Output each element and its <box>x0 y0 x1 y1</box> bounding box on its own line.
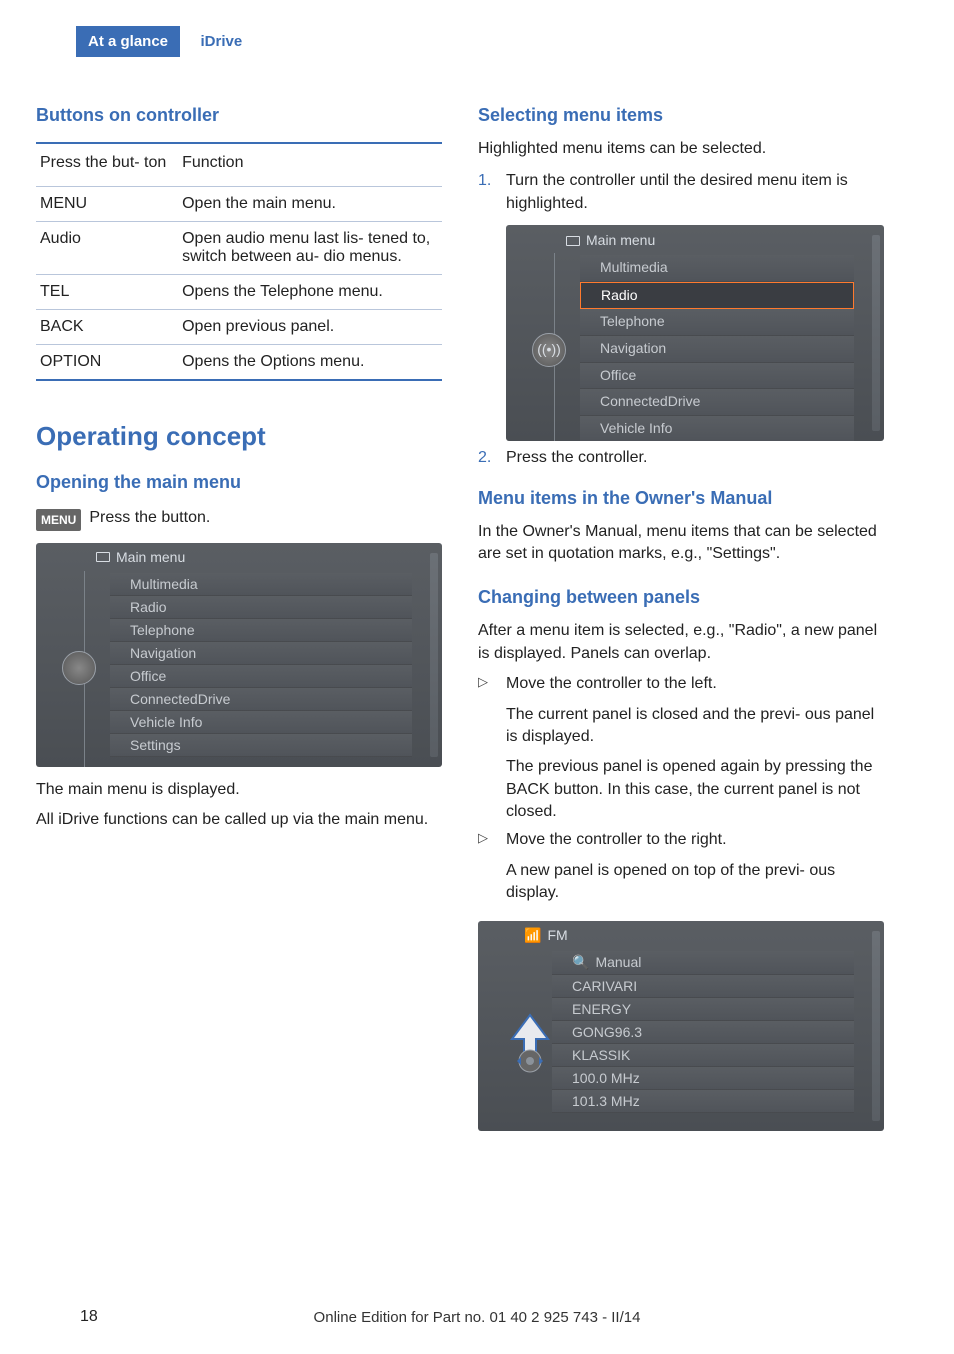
page-number: 18 <box>80 1308 98 1326</box>
step-1-text: Turn the controller until the desired me… <box>506 172 848 211</box>
table-cell: OPTION <box>36 345 178 381</box>
idrive-menu-item: Navigation <box>110 642 412 665</box>
table-cell: Open the main menu. <box>178 187 442 222</box>
table-row: MENUOpen the main menu. <box>36 187 442 222</box>
idrive-menu-item: Multimedia <box>110 573 412 596</box>
idrive-title: Main menu <box>96 549 185 565</box>
idrive-fm-item: 101.3 MHz <box>552 1090 854 1113</box>
idrive-menu-item: Telephone <box>110 619 412 642</box>
selecting-menu-items-heading: Selecting menu items <box>478 105 884 126</box>
idrive-title-text: Main menu <box>116 549 185 565</box>
idrive-fm-item: KLASSIK <box>552 1044 854 1067</box>
footer: 18 Online Edition for Part no. 01 40 2 9… <box>0 1308 954 1326</box>
bullet-move-left-sub1: The current panel is closed and the prev… <box>506 704 884 749</box>
idrive-menu-item: Vehicle Info <box>110 711 412 734</box>
selecting-intro-text: Highlighted menu items can be selected. <box>478 138 884 160</box>
table-cell: Opens the Options menu. <box>178 345 442 381</box>
list-icon <box>96 552 110 562</box>
idrive-fm-item-text: Manual <box>595 954 641 970</box>
header-secondary-tag: iDrive <box>184 33 242 50</box>
step-2: Press the controller. <box>478 447 884 469</box>
controller-arrow-icon <box>500 1013 560 1078</box>
opening-main-menu-heading: Opening the main menu <box>36 472 442 493</box>
idrive-title: Main menu <box>566 231 655 251</box>
bullet-move-right-text: Move the controller to the right. <box>506 831 727 848</box>
table-cell: Open audio menu last lis‐ tened to, swit… <box>178 222 442 275</box>
signal-icon: ((•)) <box>537 340 561 360</box>
idrive-menu-item: Telephone <box>580 309 854 336</box>
online-edition-text: Online Edition for Part no. 01 40 2 925 … <box>314 1309 641 1326</box>
bullet-move-left-sub2: The previous panel is opened again by pr… <box>506 756 884 823</box>
bullet-move-right-sub: A new panel is opened on top of the prev… <box>506 860 884 905</box>
idrive-menu-item: Office <box>580 363 854 390</box>
table-cell: Open previous panel. <box>178 310 442 345</box>
idrive-fm-title: 📶 FM <box>524 927 568 944</box>
table-row: OPTIONOpens the Options menu. <box>36 345 442 381</box>
idrive-menu-item: Navigation <box>580 336 854 363</box>
table-head-function: Function <box>182 154 243 171</box>
idrive-fm-panel-screenshot: 📶 FM 🔍 Manual CARIVARI ENERGY <box>478 921 884 1131</box>
header-primary-tag: At a glance <box>76 26 180 57</box>
controller-knob-icon <box>62 651 96 685</box>
step-2-text: Press the controller. <box>506 449 647 466</box>
table-cell: BACK <box>36 310 178 345</box>
menu-button-icon: MENU <box>36 509 81 531</box>
main-menu-displayed-text: The main menu is displayed. <box>36 779 442 801</box>
operating-concept-heading: Operating concept <box>36 421 442 452</box>
table-cell: Opens the Telephone menu. <box>178 275 442 310</box>
idrive-menu-item-highlighted: Radio <box>580 282 854 310</box>
antenna-icon: 📶 <box>524 927 541 944</box>
idrive-menu-item: Radio <box>110 596 412 619</box>
search-icon: 🔍 <box>572 954 589 970</box>
buttons-on-controller-heading: Buttons on controller <box>36 105 442 126</box>
idrive-fm-title-text: FM <box>547 927 567 943</box>
idrive-functions-text: All iDrive functions can be called up vi… <box>36 809 442 831</box>
idrive-fm-item: CARIVARI <box>552 975 854 998</box>
bullet-move-right: Move the controller to the right. A new … <box>478 829 884 904</box>
idrive-main-menu-screenshot: Main menu Multimedia Radio Telephone Nav… <box>36 543 442 767</box>
controller-buttons-table: Press the but‐ ton Function MENUOpen the… <box>36 142 442 381</box>
owners-manual-body: In the Owner's Manual, menu items that c… <box>478 521 884 566</box>
left-column: Buttons on controller Press the but‐ ton… <box>36 93 442 1131</box>
idrive-fm-item: 🔍 Manual <box>552 951 854 975</box>
idrive-fm-item: ENERGY <box>552 998 854 1021</box>
list-icon <box>566 236 580 246</box>
step-1: Turn the controller until the desired me… <box>478 170 884 441</box>
changing-panels-intro: After a menu item is selected, e.g., "Ra… <box>478 620 884 665</box>
table-cell: Audio <box>36 222 178 275</box>
idrive-main-menu-highlighted-screenshot: Main menu ((•)) Multimedia Radio Telepho… <box>506 225 884 441</box>
table-head-button: Press the but‐ ton <box>40 154 166 171</box>
idrive-menu-item: Multimedia <box>580 255 854 282</box>
changing-panels-heading: Changing between panels <box>478 587 884 608</box>
press-the-button-text: Press the button. <box>89 509 210 527</box>
idrive-menu-item: Settings <box>110 734 412 757</box>
right-column: Selecting menu items Highlighted menu it… <box>478 93 884 1131</box>
table-row: AudioOpen audio menu last lis‐ tened to,… <box>36 222 442 275</box>
idrive-title-text: Main menu <box>586 231 655 251</box>
table-cell: TEL <box>36 275 178 310</box>
idrive-menu-item: ConnectedDrive <box>110 688 412 711</box>
bullet-move-left-text: Move the controller to the left. <box>506 675 717 692</box>
table-cell: MENU <box>36 187 178 222</box>
bullet-move-left: Move the controller to the left. The cur… <box>478 673 884 823</box>
controller-knob-icon: ((•)) <box>532 333 566 367</box>
header-tags: At a glance iDrive <box>76 26 918 57</box>
idrive-menu-item: Office <box>110 665 412 688</box>
idrive-fm-item: GONG96.3 <box>552 1021 854 1044</box>
table-row: BACKOpen previous panel. <box>36 310 442 345</box>
idrive-fm-item: 100.0 MHz <box>552 1067 854 1090</box>
table-row: TELOpens the Telephone menu. <box>36 275 442 310</box>
owners-manual-heading: Menu items in the Owner's Manual <box>478 488 884 509</box>
idrive-menu-item: Vehicle Info <box>580 416 854 441</box>
idrive-menu-item: ConnectedDrive <box>580 389 854 416</box>
